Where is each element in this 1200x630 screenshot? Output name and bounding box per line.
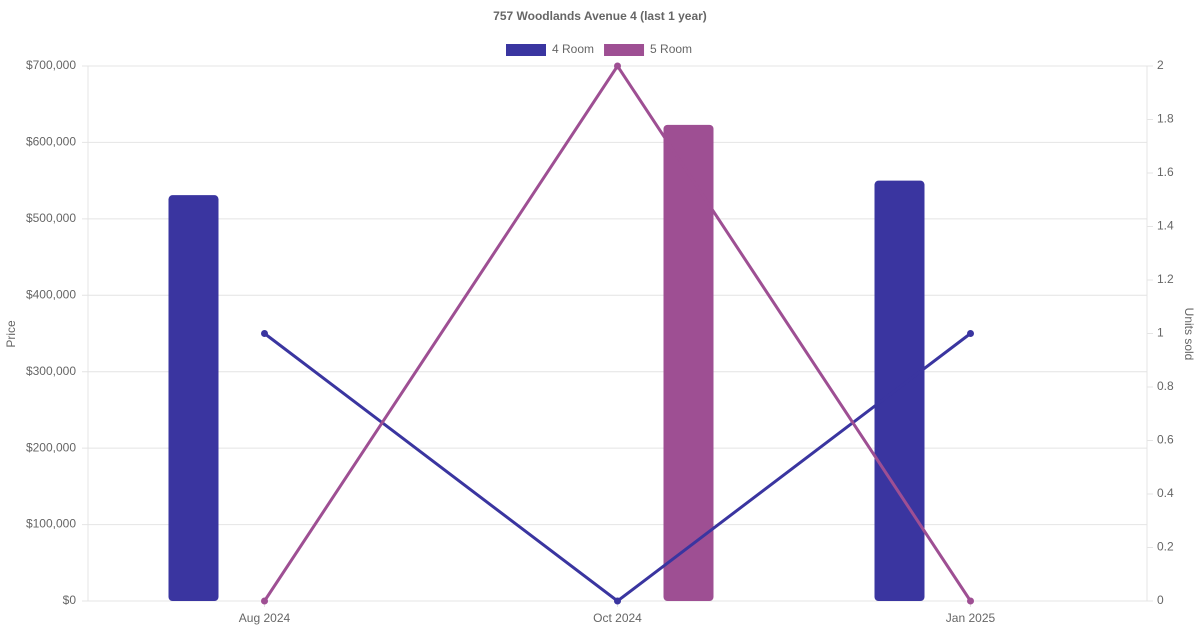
line-point	[967, 330, 974, 337]
line	[263, 63, 972, 602]
line-point	[614, 62, 621, 70]
y2-tick-label: 0.6	[1157, 433, 1174, 447]
y2-tick-label: 0.8	[1157, 379, 1174, 393]
y-tick-label: $200,000	[26, 440, 76, 454]
y2-tick-label: 0.2	[1157, 540, 1174, 554]
bar	[168, 195, 219, 601]
legend: 4 Room 5 Room	[506, 42, 692, 56]
legend-label: 4 Room	[552, 42, 594, 56]
y2-tick-label: 1.8	[1157, 112, 1174, 126]
bar	[663, 124, 714, 601]
line	[263, 332, 972, 603]
chart-title: 757 Woodlands Avenue 4 (last 1 year)	[493, 9, 707, 23]
y2-tick-label: 2	[1157, 58, 1164, 72]
y-tick-label: $600,000	[26, 135, 76, 149]
y-tick-label: $500,000	[26, 211, 76, 225]
legend-swatch	[506, 44, 546, 56]
x-tick-label: Aug 2024	[239, 611, 291, 625]
y-tick-label: $300,000	[26, 364, 76, 378]
x-tick-label: Oct 2024	[593, 611, 642, 625]
bar	[874, 180, 925, 601]
x-tick-label: Jan 2025	[946, 611, 996, 625]
legend-label: 5 Room	[650, 42, 692, 56]
y-tick-label: $700,000	[26, 58, 76, 72]
y2-tick-label: 0.4	[1157, 486, 1174, 500]
y2-tick-label: 0	[1157, 593, 1164, 607]
line-point	[614, 597, 621, 605]
y-tick-label: $100,000	[26, 517, 76, 531]
y2-tick-label: 1	[1157, 326, 1164, 340]
legend-swatch	[604, 44, 645, 56]
y-tick-label: $0	[63, 593, 77, 607]
y2-tick-label: 1.6	[1157, 165, 1174, 179]
y-tick-label: $400,000	[26, 287, 76, 301]
y-axis-title: Price	[4, 320, 18, 348]
line-point	[261, 330, 268, 337]
line-point	[967, 597, 974, 605]
line-point	[261, 597, 268, 605]
y2-axis-title: Units sold	[1182, 308, 1196, 361]
y2-tick-label: 1.2	[1157, 272, 1174, 286]
y2-tick-label: 1.4	[1157, 219, 1174, 233]
